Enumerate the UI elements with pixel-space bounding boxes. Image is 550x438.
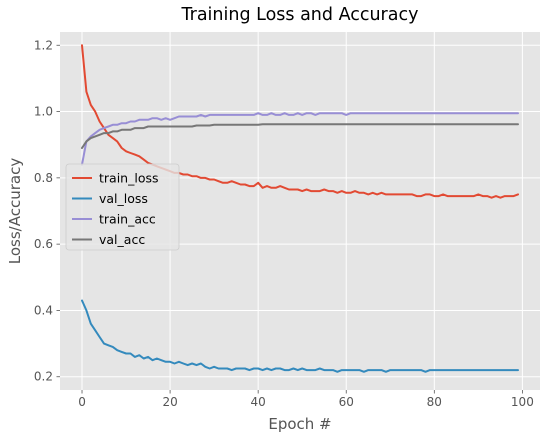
x-tick-label: 20 (162, 395, 177, 409)
x-tick-label: 60 (339, 395, 354, 409)
legend-label-val-loss: val_loss (99, 191, 148, 206)
y-tick-label: 1.0 (34, 105, 53, 119)
y-tick-label: 0.6 (34, 237, 53, 251)
y-tick-label: 0.8 (34, 171, 53, 185)
series-layer (81, 44, 519, 373)
legend-box (65, 163, 180, 251)
x-tick-label: 80 (427, 395, 442, 409)
legend-label-train-acc: train_acc (99, 212, 156, 227)
legend-label-train-loss: train_loss (99, 171, 159, 186)
x-axis-title: Epoch # (268, 415, 331, 433)
y-axis-title: Loss/Accuracy (6, 158, 24, 265)
x-tick-label: 100 (511, 395, 534, 409)
y-tick-label: 0.4 (34, 303, 53, 317)
legend: train_loss val_loss train_acc val_acc (65, 163, 180, 251)
series-line-val-acc (81, 123, 519, 149)
x-tick-label: 40 (251, 395, 266, 409)
series-line-train-acc (81, 112, 519, 166)
series-line-val-loss (81, 299, 519, 373)
chart-title: Training Loss and Accuracy (181, 5, 419, 25)
tick-labels: 0 20 40 60 80 100 0.2 0.4 0.6 0.8 1.0 1.2 (34, 38, 534, 409)
x-tick-label: 0 (78, 395, 86, 409)
y-tick-label: 0.2 (34, 370, 53, 384)
y-tick-label: 1.2 (34, 38, 53, 52)
legend-label-val-acc: val_acc (99, 232, 145, 247)
